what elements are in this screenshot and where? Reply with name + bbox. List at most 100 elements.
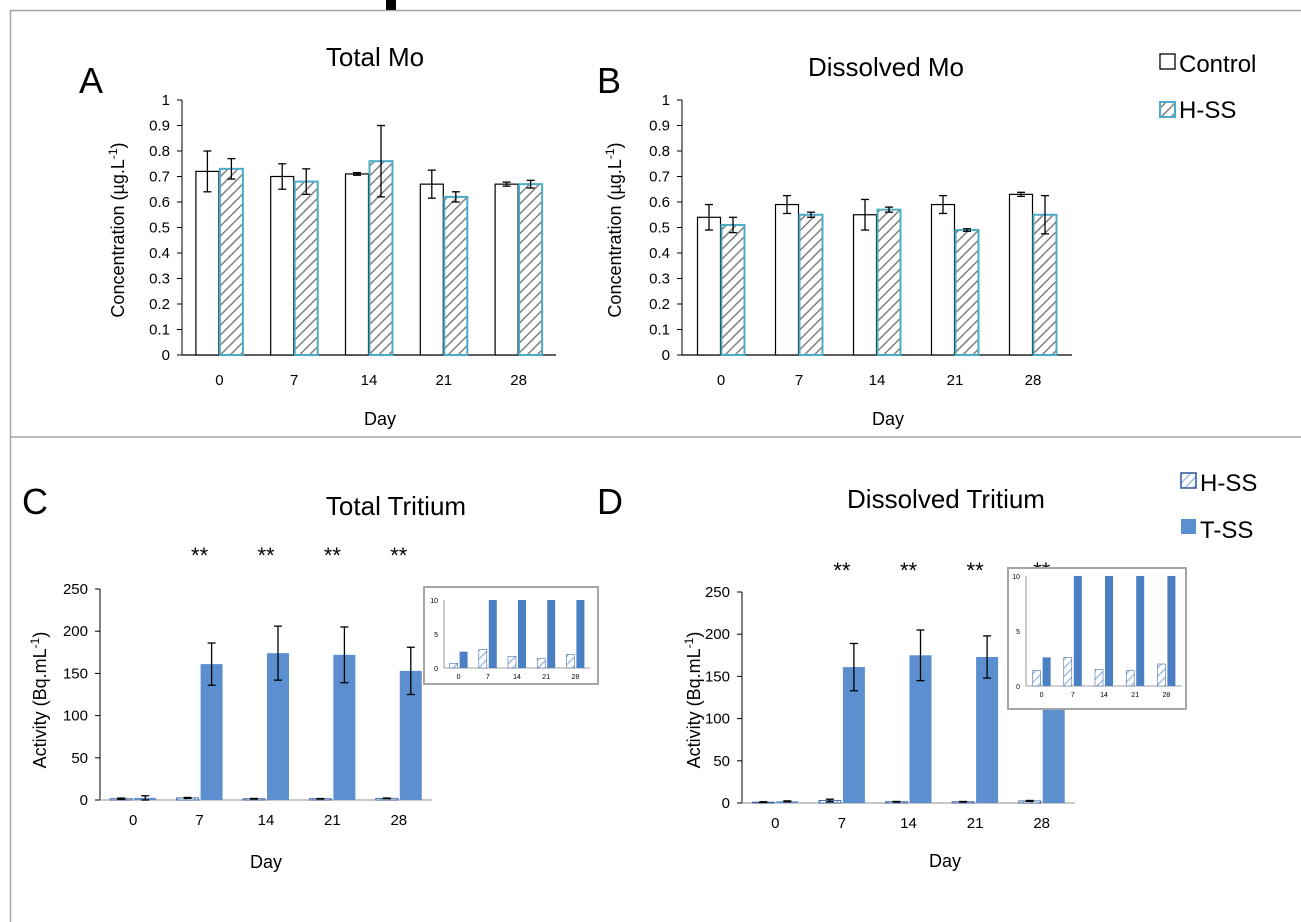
bar-hss xyxy=(218,167,244,356)
y-tick-label: 0 xyxy=(80,792,88,809)
legend-tss-swatch xyxy=(1181,519,1196,534)
y-tick-label: 0.9 xyxy=(649,118,670,135)
bar-hss xyxy=(720,223,746,356)
x-tick-label: 21 xyxy=(947,372,964,389)
y-tick-label: 250 xyxy=(63,581,88,598)
x-tick-label: 0 xyxy=(771,815,779,832)
inset-bar-hss xyxy=(478,649,488,669)
y-tick-label: 200 xyxy=(705,626,730,643)
x-tick-label: 28 xyxy=(1033,815,1050,832)
y-tick-label: 150 xyxy=(705,668,730,685)
y-tick-label: 100 xyxy=(63,708,88,725)
inset-y-tick-label: 10 xyxy=(1012,574,1020,581)
bar-tss xyxy=(909,655,932,803)
x-axis-label: Day xyxy=(872,409,904,429)
bar-control xyxy=(930,203,956,356)
x-tick-label: 0 xyxy=(129,812,137,829)
bar-tss xyxy=(200,664,223,800)
bar-hss xyxy=(876,208,902,356)
inset-y-tick-label: 0 xyxy=(1016,684,1020,691)
y-tick-label: 0 xyxy=(162,347,170,364)
legend-hss-swatch xyxy=(1159,101,1176,118)
y-tick-label: 0.4 xyxy=(649,245,670,262)
chart-title: Dissolved Mo xyxy=(808,52,964,82)
y-axis-label: Activity (Bq.mL-1) xyxy=(28,632,50,769)
x-tick-label: 28 xyxy=(1025,372,1042,389)
inset-bar-hss xyxy=(1094,669,1104,687)
significance-mark: ** xyxy=(390,543,408,568)
panel-letter-d: D xyxy=(597,481,623,522)
x-tick-label: 21 xyxy=(967,815,984,832)
inset-x-tick-label: 21 xyxy=(542,674,550,681)
inset-bar-hss xyxy=(1063,657,1073,687)
y-tick-label: 0.1 xyxy=(649,322,670,339)
x-tick-label: 28 xyxy=(510,372,527,389)
bar-tss xyxy=(976,656,999,803)
inset-bar-tss xyxy=(1105,576,1113,686)
y-tick-label: 1 xyxy=(162,92,170,109)
bar-control xyxy=(195,170,220,356)
y-tick-label: 0.6 xyxy=(649,194,670,211)
y-tick-label: 0.4 xyxy=(149,245,170,262)
inset-x-tick-label: 28 xyxy=(572,674,580,681)
chart-title: Total Mo xyxy=(326,42,424,72)
bar-hss xyxy=(1032,213,1058,356)
inset-frame xyxy=(1007,567,1187,710)
y-axis-label: Activity (Bq.mL-1) xyxy=(682,632,704,769)
bar-hss xyxy=(954,229,980,356)
inset-bar-tss xyxy=(1042,657,1051,686)
bar-control xyxy=(852,214,878,356)
inset-y-tick-label: 5 xyxy=(434,632,438,639)
inset-bar-hss xyxy=(449,662,458,669)
inset-bar-tss xyxy=(1167,576,1176,686)
y-tick-label: 0.9 xyxy=(149,118,170,135)
inset-chart: 0 5 10 0 7 14 21 28 xyxy=(423,586,599,685)
y-tick-label: 0.7 xyxy=(149,169,170,186)
bar-tss xyxy=(267,653,289,800)
legend-top: Control H-SS xyxy=(1159,51,1256,124)
x-axis-label: Day xyxy=(250,852,282,872)
bar-control xyxy=(1008,193,1034,356)
panel-letter-a: A xyxy=(79,60,103,101)
y-tick-label: 0.5 xyxy=(149,220,170,237)
bar-control xyxy=(270,175,295,356)
significance-mark: ** xyxy=(967,558,985,583)
chart-dissolved-tritium: Dissolved Tritium Day Activity (Bq.mL-1) 0 5… xyxy=(682,484,1187,871)
panel-letter-b: B xyxy=(597,60,621,101)
legend-tss-label: T-SS xyxy=(1200,517,1253,544)
bar-control xyxy=(774,203,800,356)
panel-letter-c: C xyxy=(22,481,48,522)
y-tick-label: 0.2 xyxy=(149,296,170,313)
inset-bar-hss xyxy=(1032,670,1041,687)
header-mark xyxy=(386,0,396,10)
x-tick-label: 14 xyxy=(258,812,275,829)
x-axis-label: Day xyxy=(929,851,961,871)
y-tick-label: 0.7 xyxy=(649,169,670,186)
chart-title: Dissolved Tritium xyxy=(847,484,1045,514)
inset-x-tick-label: 14 xyxy=(513,674,521,681)
inset-bar-hss xyxy=(507,656,517,669)
bar-control xyxy=(419,183,444,356)
inset-bar-tss xyxy=(576,600,585,668)
inset-bar-tss xyxy=(547,600,556,668)
significance-mark: ** xyxy=(257,543,275,568)
y-tick-label: 50 xyxy=(713,753,730,770)
bar-tss xyxy=(399,670,422,800)
inset-bar-hss xyxy=(1125,670,1135,687)
y-tick-label: 0.3 xyxy=(649,271,670,288)
y-tick-label: 0.2 xyxy=(649,296,670,313)
x-tick-label: 7 xyxy=(195,812,203,829)
y-tick-label: 0.6 xyxy=(149,194,170,211)
x-tick-label: 21 xyxy=(435,372,452,389)
figure-frame xyxy=(9,9,1301,922)
inset-x-tick-label: 21 xyxy=(1131,692,1139,699)
significance-mark: ** xyxy=(833,558,851,583)
significance-mark: ** xyxy=(900,558,918,583)
inset-bar-tss xyxy=(459,651,468,668)
bar-tss xyxy=(333,654,356,800)
inset-x-tick-label: 0 xyxy=(1040,692,1044,699)
bar-control xyxy=(696,216,722,356)
y-tick-label: 0.8 xyxy=(649,143,670,160)
bar-hss xyxy=(293,180,319,356)
